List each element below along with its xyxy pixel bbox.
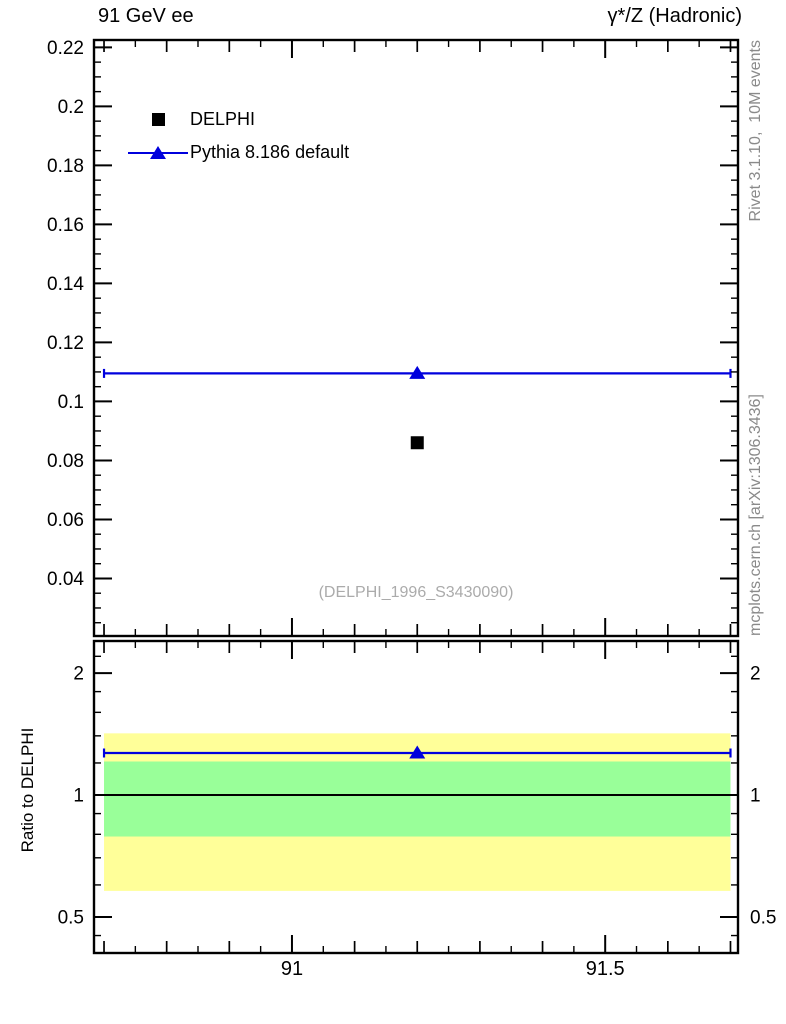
plot-title-right: γ*/Z (Hadronic) [607,5,742,27]
ratio-y-tick-label-left: 1 [73,786,84,807]
main-y-tick-label: 0.04 [47,569,84,590]
analysis-watermark: (DELPHI_1996_S3430090) [318,584,514,601]
pythia-triangle-icon [150,145,166,159]
pythia-line-triangle-icon [126,145,190,161]
ratio-y-tick-label-right: 1 [750,786,761,807]
legend: DELPHI Pythia 8.186 default [126,103,349,169]
ratio-y-tick-label-left: 2 [73,664,84,685]
main-y-tick-label: 0.16 [47,215,84,236]
plot-title-left: 91 GeV ee [98,5,194,27]
ratio-y-tick-label-left: 0.5 [58,908,84,929]
main-y-tick-label: 0.2 [58,97,84,118]
legend-label-delphi: DELPHI [190,109,256,129]
ratio-y-tick-label-right: 0.5 [750,908,776,929]
legend-item-pythia: Pythia 8.186 default [126,136,349,169]
main-frame [92,38,740,638]
rivet-version-note: Rivet 3.1.10, 10M events [747,40,764,222]
x-tick-label: 91 [281,958,303,980]
delphi-square-icon [126,113,190,126]
mcplots-arxiv-note: mcplots.cern.ch [arXiv:1306.3436] [747,394,764,636]
x-tick-label: 91.5 [586,958,625,980]
legend-item-delphi: DELPHI [126,103,349,136]
main-y-tick-label: 0.06 [47,510,84,531]
main-y-tick-label: 0.12 [47,333,84,354]
ratio-axis-label: Ratio to DELPHI [18,727,37,853]
main-y-tick-label: 0.08 [47,451,84,472]
main-y-tick-label: 0.18 [47,156,84,177]
mc-main-marker-triangle [409,365,426,379]
main-y-tick-label: 0.1 [58,392,84,413]
mc-ratio-marker-triangle [409,745,426,759]
ratio-frame [92,639,740,955]
data-marker-square [410,436,424,450]
band-data-uncertainty-1sigma [104,761,731,837]
main-y-tick-label: 0.22 [47,38,84,59]
legend-label-pythia: Pythia 8.186 default [190,142,350,162]
main-y-tick-label: 0.14 [47,274,84,295]
ratio-y-tick-label-right: 2 [750,664,761,685]
